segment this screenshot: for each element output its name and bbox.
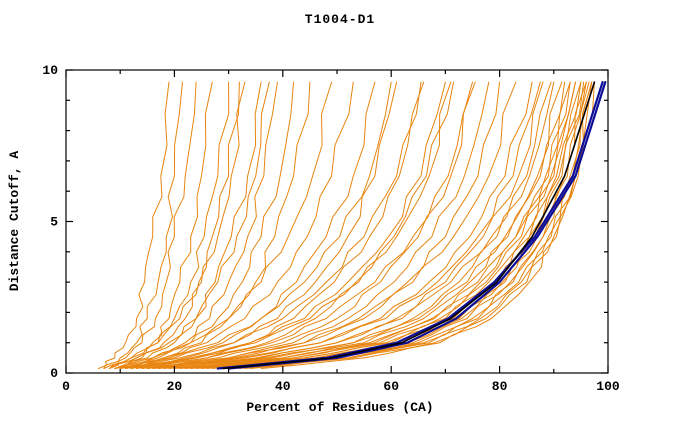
model-curve [108, 81, 197, 369]
highlight-curve-2 [216, 80, 604, 370]
y-tick-label: 0 [50, 366, 58, 381]
model-curve [98, 81, 170, 369]
model-curve [173, 81, 555, 369]
model-curve [141, 81, 452, 369]
plot-frame [65, 69, 609, 374]
plot-title: T1004-D1 [304, 12, 376, 27]
model-curve [136, 81, 476, 369]
model-curve [152, 81, 490, 369]
model-curve [157, 81, 552, 369]
model-curve [108, 81, 213, 369]
model-curve [119, 81, 354, 369]
x-axis-label: Percent of Residues (CA) [246, 400, 434, 415]
model-curve [125, 81, 446, 369]
model-curve [211, 81, 585, 369]
x-tick-label: 100 [596, 379, 620, 394]
x-tick-label: 20 [167, 379, 183, 394]
x-tick-label: 40 [275, 379, 291, 394]
model-curve [119, 81, 278, 369]
model-curve [103, 81, 240, 369]
y-tick-label: 5 [50, 215, 58, 230]
model-curve [130, 81, 454, 369]
y-tick-label: 10 [42, 63, 58, 78]
model-curve [190, 81, 576, 369]
model-curve [130, 81, 398, 369]
model-curve [157, 81, 501, 369]
model-curve [168, 81, 563, 369]
model-curve [119, 81, 422, 369]
x-tick-label: 60 [383, 379, 399, 394]
model-curve [114, 81, 262, 369]
model-curve [201, 81, 582, 369]
model-curve [125, 81, 376, 369]
model-curve [119, 81, 246, 369]
model-curve [114, 81, 333, 369]
model-curve [141, 81, 517, 369]
model-curve [260, 81, 595, 369]
model-curve [244, 81, 593, 369]
model-curve [103, 81, 183, 369]
model-curve [136, 81, 425, 369]
model-curve [114, 81, 392, 369]
model-curve [125, 81, 295, 369]
model-curve [152, 81, 533, 369]
reference-curve [222, 81, 596, 370]
model-curve [179, 81, 571, 369]
model-curve [108, 81, 270, 369]
x-tick-label: 0 [62, 379, 70, 394]
model-curve [163, 81, 544, 369]
model-curve [146, 81, 473, 369]
model-curve [146, 81, 541, 369]
highlight-curve-1 [227, 80, 607, 370]
x-tick-label: 80 [492, 379, 508, 394]
